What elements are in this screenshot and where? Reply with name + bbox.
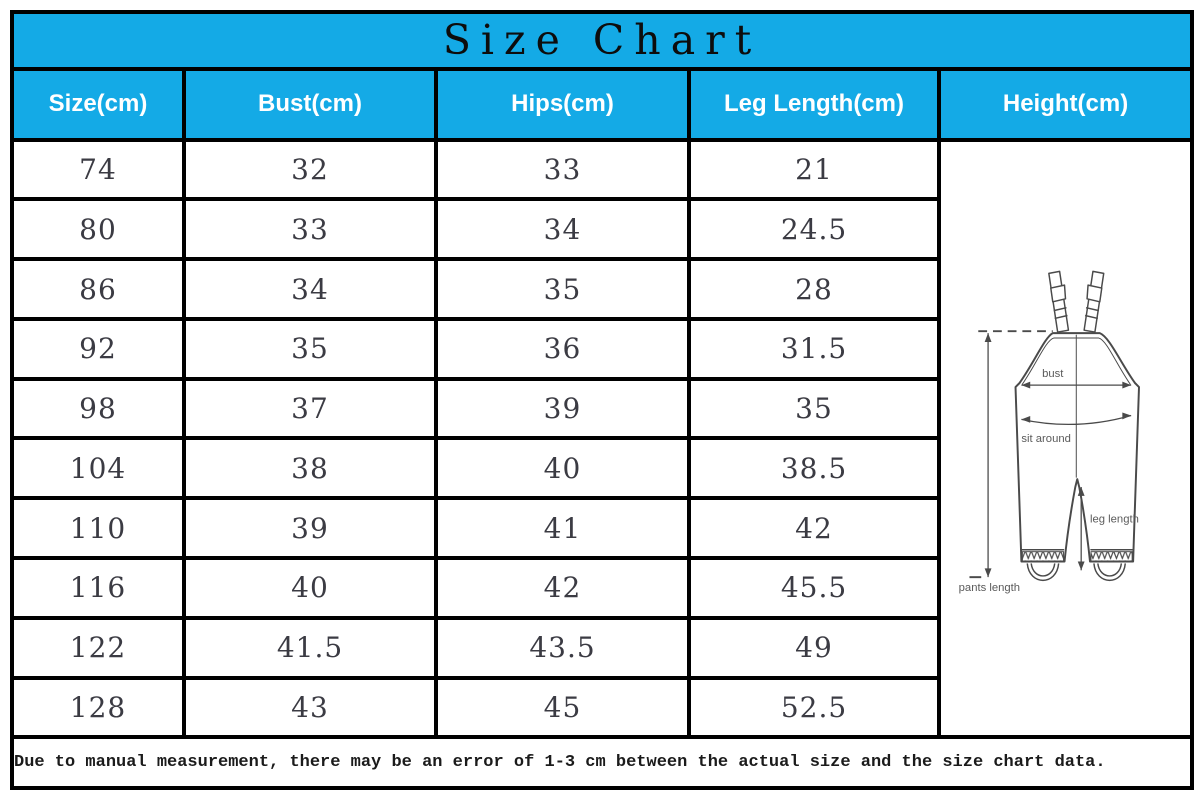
table-row: 116 40 42 45.5 — [10, 555, 1192, 620]
table-cell: 21 — [687, 137, 941, 202]
table-row: 80 33 34 24.5 — [10, 197, 1192, 262]
table-cell: 40 — [182, 555, 438, 620]
foot-straps-icon — [1026, 563, 1127, 582]
size-chart-table: Size Chart Size(cm) Bust(cm) Hips(cm) Le… — [9, 10, 1195, 790]
leg-length-label: leg length — [1090, 514, 1139, 526]
table-row: 92 35 36 31.5 — [10, 316, 1192, 381]
title-row: Size Chart — [9, 10, 1195, 71]
table-cell: 32 — [182, 137, 438, 202]
table-cell: 45.5 — [687, 555, 941, 620]
overalls-diagram: bust sit around leg length pants length — [959, 271, 1141, 594]
table-row: 110 39 41 42 — [10, 496, 1192, 560]
table-cell: 33 — [182, 197, 438, 262]
size-chart-panel: Size Chart Size(cm) Bust(cm) Hips(cm) Le… — [9, 10, 1195, 790]
table-cell: 80 — [10, 197, 186, 262]
table-cell: 39 — [182, 496, 438, 560]
table-cell: 52.5 — [687, 675, 941, 740]
table-cell: 34 — [434, 197, 691, 262]
table-row: 128 43 45 52.5 — [10, 675, 1192, 740]
table-cell: 38 — [182, 436, 438, 501]
footer-row: Due to manual measurement, there may be … — [9, 735, 1195, 790]
table-cell: 31.5 — [687, 316, 941, 381]
table-cell: 33 — [434, 137, 691, 202]
header-row: Size(cm) Bust(cm) Hips(cm) Leg Length(cm… — [10, 66, 1195, 142]
table-cell: 86 — [10, 257, 186, 321]
sit-around-label: sit around — [1021, 433, 1070, 445]
elastic-cuffs-icon — [1021, 551, 1133, 563]
table-cell: 37 — [182, 376, 438, 441]
table-cell: 104 — [10, 436, 186, 501]
table-row: 104 38 40 38.5 — [10, 436, 1192, 501]
bust-label: bust — [1042, 369, 1064, 381]
table-cell: 38.5 — [687, 436, 941, 501]
table-cell: 39 — [434, 376, 691, 441]
table-cell: 98 — [10, 376, 186, 441]
table-cell: 35 — [182, 316, 438, 381]
overalls-outline-icon — [1014, 332, 1141, 563]
pants-length-label: pants length — [959, 582, 1020, 594]
table-cell: 92 — [10, 316, 186, 381]
table-cell: 43.5 — [434, 615, 691, 680]
table-row: 98 37 39 35 — [10, 376, 1192, 441]
table-row: 122 41.5 43.5 49 — [10, 615, 1192, 680]
arrowheads-icon — [984, 333, 1132, 578]
table-cell: 35 — [687, 376, 941, 441]
table-row: 74 32 33 21 — [10, 137, 1195, 740]
table-cell: 42 — [687, 496, 941, 560]
suspender-straps-icon — [1048, 271, 1105, 334]
table-cell: 43 — [182, 675, 438, 740]
garment-diagram-cell: bust sit around leg length pants length — [936, 137, 1195, 740]
column-header-leg-length: Leg Length(cm) — [687, 66, 941, 142]
table-cell: 41 — [434, 496, 691, 560]
table-cell: 34 — [182, 257, 438, 321]
table-cell: 45 — [434, 675, 691, 740]
table-cell: 49 — [687, 615, 941, 680]
table-cell: 40 — [434, 436, 691, 501]
footer-note: Due to manual measurement, there may be … — [9, 735, 1195, 790]
table-cell: 110 — [10, 496, 186, 560]
table-cell: 122 — [10, 615, 186, 680]
table-cell: 28 — [687, 257, 941, 321]
table-cell: 116 — [10, 555, 186, 620]
table-cell: 35 — [434, 257, 691, 321]
table-cell: 36 — [434, 316, 691, 381]
table-cell: 74 — [10, 137, 186, 202]
table-cell: 128 — [10, 675, 186, 740]
table-cell: 41.5 — [182, 615, 438, 680]
column-header-height: Height(cm) — [936, 66, 1195, 142]
table-row: 86 34 35 28 — [10, 257, 1192, 321]
column-header-size: Size(cm) — [10, 66, 186, 142]
column-header-hips: Hips(cm) — [434, 66, 691, 142]
chart-title: Size Chart — [9, 10, 1195, 71]
table-cell: 42 — [434, 555, 691, 620]
column-header-bust: Bust(cm) — [182, 66, 438, 142]
measurement-lines-icon — [969, 330, 1132, 579]
table-cell: 24.5 — [687, 197, 941, 262]
